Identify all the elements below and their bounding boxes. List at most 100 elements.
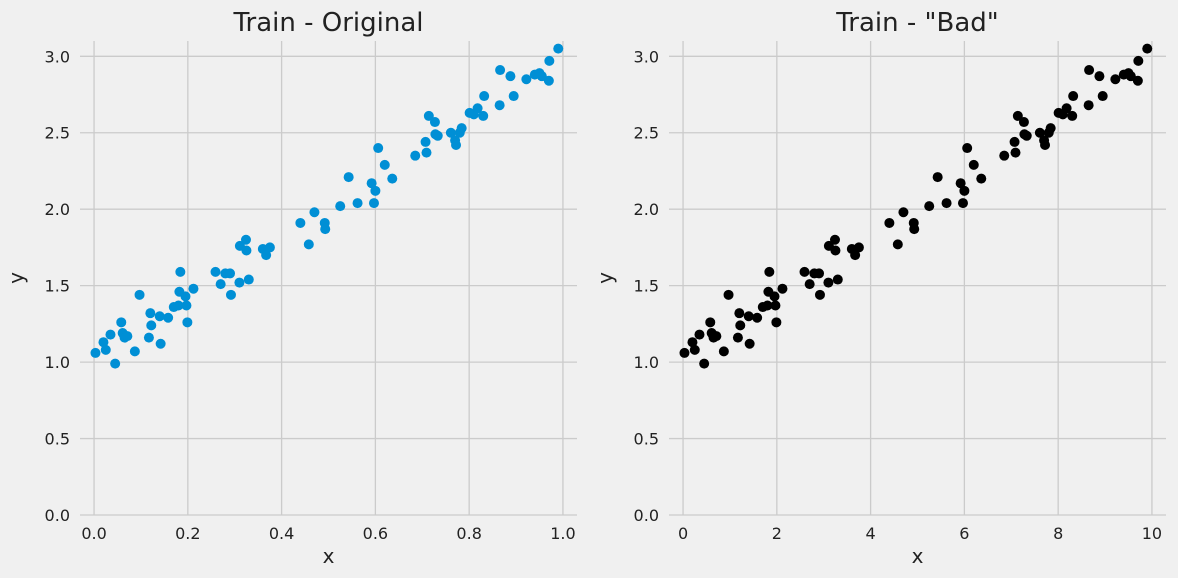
data-point — [777, 283, 788, 294]
data-point — [494, 100, 505, 111]
y-tick-label: 0.5 — [634, 430, 659, 449]
data-point — [769, 291, 780, 302]
data-point — [505, 71, 516, 82]
data-point — [1021, 130, 1032, 141]
data-point — [110, 358, 121, 369]
y-tick-label: 0.0 — [634, 506, 659, 525]
data-point — [689, 344, 700, 355]
data-point — [182, 317, 193, 328]
y-tick-label: 0.0 — [45, 506, 70, 525]
data-point — [295, 217, 306, 228]
x-tick-label: 0.2 — [175, 524, 200, 543]
data-point — [699, 358, 710, 369]
data-point — [924, 201, 935, 212]
data-point — [387, 173, 398, 184]
data-point — [762, 300, 773, 311]
data-point — [508, 91, 519, 102]
data-point — [180, 291, 191, 302]
chart-panel-1: 0.0 0.2 0.4 0.6 0.8 1.0 0.0 0.5 1.0 1.5 2.0 2.5 3.0 T… — [4, 8, 577, 568]
data-point — [423, 110, 434, 121]
x-tick-label: 4 — [866, 524, 876, 543]
data-point — [718, 346, 729, 357]
data-point — [188, 283, 199, 294]
data-point — [553, 43, 564, 54]
data-point — [261, 250, 272, 261]
data-point — [544, 55, 555, 66]
data-point — [145, 308, 156, 319]
data-point — [421, 147, 432, 158]
data-point — [134, 289, 145, 300]
data-point — [100, 344, 111, 355]
data-point — [1068, 91, 1079, 102]
data-point — [1084, 65, 1095, 76]
data-point — [804, 279, 815, 290]
data-point — [154, 311, 165, 322]
data-point — [814, 268, 825, 279]
data-point — [711, 331, 722, 342]
data-point — [957, 198, 968, 209]
data-point — [370, 185, 381, 196]
data-point — [543, 75, 554, 86]
data-point — [105, 329, 116, 340]
data-point — [309, 207, 320, 218]
data-point — [1010, 147, 1021, 158]
data-point — [210, 266, 221, 277]
data-point — [723, 289, 734, 300]
y-tick-label: 1.5 — [45, 277, 70, 296]
data-point — [752, 312, 763, 323]
data-point — [823, 277, 834, 288]
data-point — [478, 110, 489, 121]
chart-title: Train - Original — [232, 8, 423, 38]
data-point — [909, 224, 920, 235]
data-point — [959, 185, 970, 196]
data-point — [240, 234, 251, 245]
chart-title: Train - "Bad" — [835, 8, 999, 38]
data-point — [892, 239, 903, 250]
data-point — [420, 136, 431, 147]
data-point — [116, 317, 127, 328]
y-tick-label: 1.5 — [634, 277, 659, 296]
data-point — [243, 274, 254, 285]
data-point — [343, 172, 354, 183]
data-point — [732, 332, 743, 343]
data-point — [955, 178, 966, 189]
data-point — [379, 159, 390, 170]
data-point — [445, 127, 456, 138]
data-point — [155, 338, 166, 349]
data-point — [744, 338, 755, 349]
data-point — [832, 274, 843, 285]
x-tick-label: 0 — [678, 524, 688, 543]
y-axis-label: y — [593, 272, 617, 284]
data-point — [234, 277, 245, 288]
data-point — [429, 117, 440, 128]
chart-panel-2: 0 2 4 6 8 10 0.0 0.5 1.0 1.5 2.0 2.5 3.0 Train - "Bad… — [593, 8, 1166, 568]
x-tick-label: 8 — [1053, 524, 1063, 543]
data-point — [129, 346, 140, 357]
data-point — [373, 143, 384, 154]
data-point — [1132, 75, 1143, 86]
y-tick-label: 1.0 — [634, 353, 659, 372]
data-point — [1012, 110, 1023, 121]
data-point — [764, 266, 775, 277]
x-tick-label: 0.0 — [81, 524, 106, 543]
data-point — [1061, 103, 1072, 114]
data-point — [829, 234, 840, 245]
data-point — [175, 266, 186, 277]
data-point — [1083, 100, 1094, 111]
data-point — [451, 139, 462, 150]
data-point — [241, 245, 252, 256]
data-point — [1133, 55, 1144, 66]
x-axis-label: x — [323, 544, 335, 568]
x-tick-label: 0.8 — [456, 524, 481, 543]
data-point — [366, 178, 377, 189]
data-point — [479, 91, 490, 102]
data-point — [968, 159, 979, 170]
data-point — [98, 337, 109, 348]
data-point — [743, 311, 754, 322]
data-point — [705, 317, 716, 328]
x-tick-label: 2 — [772, 524, 782, 543]
data-point — [90, 347, 101, 358]
x-tick-label: 10 — [1142, 524, 1162, 543]
data-point — [472, 103, 483, 114]
